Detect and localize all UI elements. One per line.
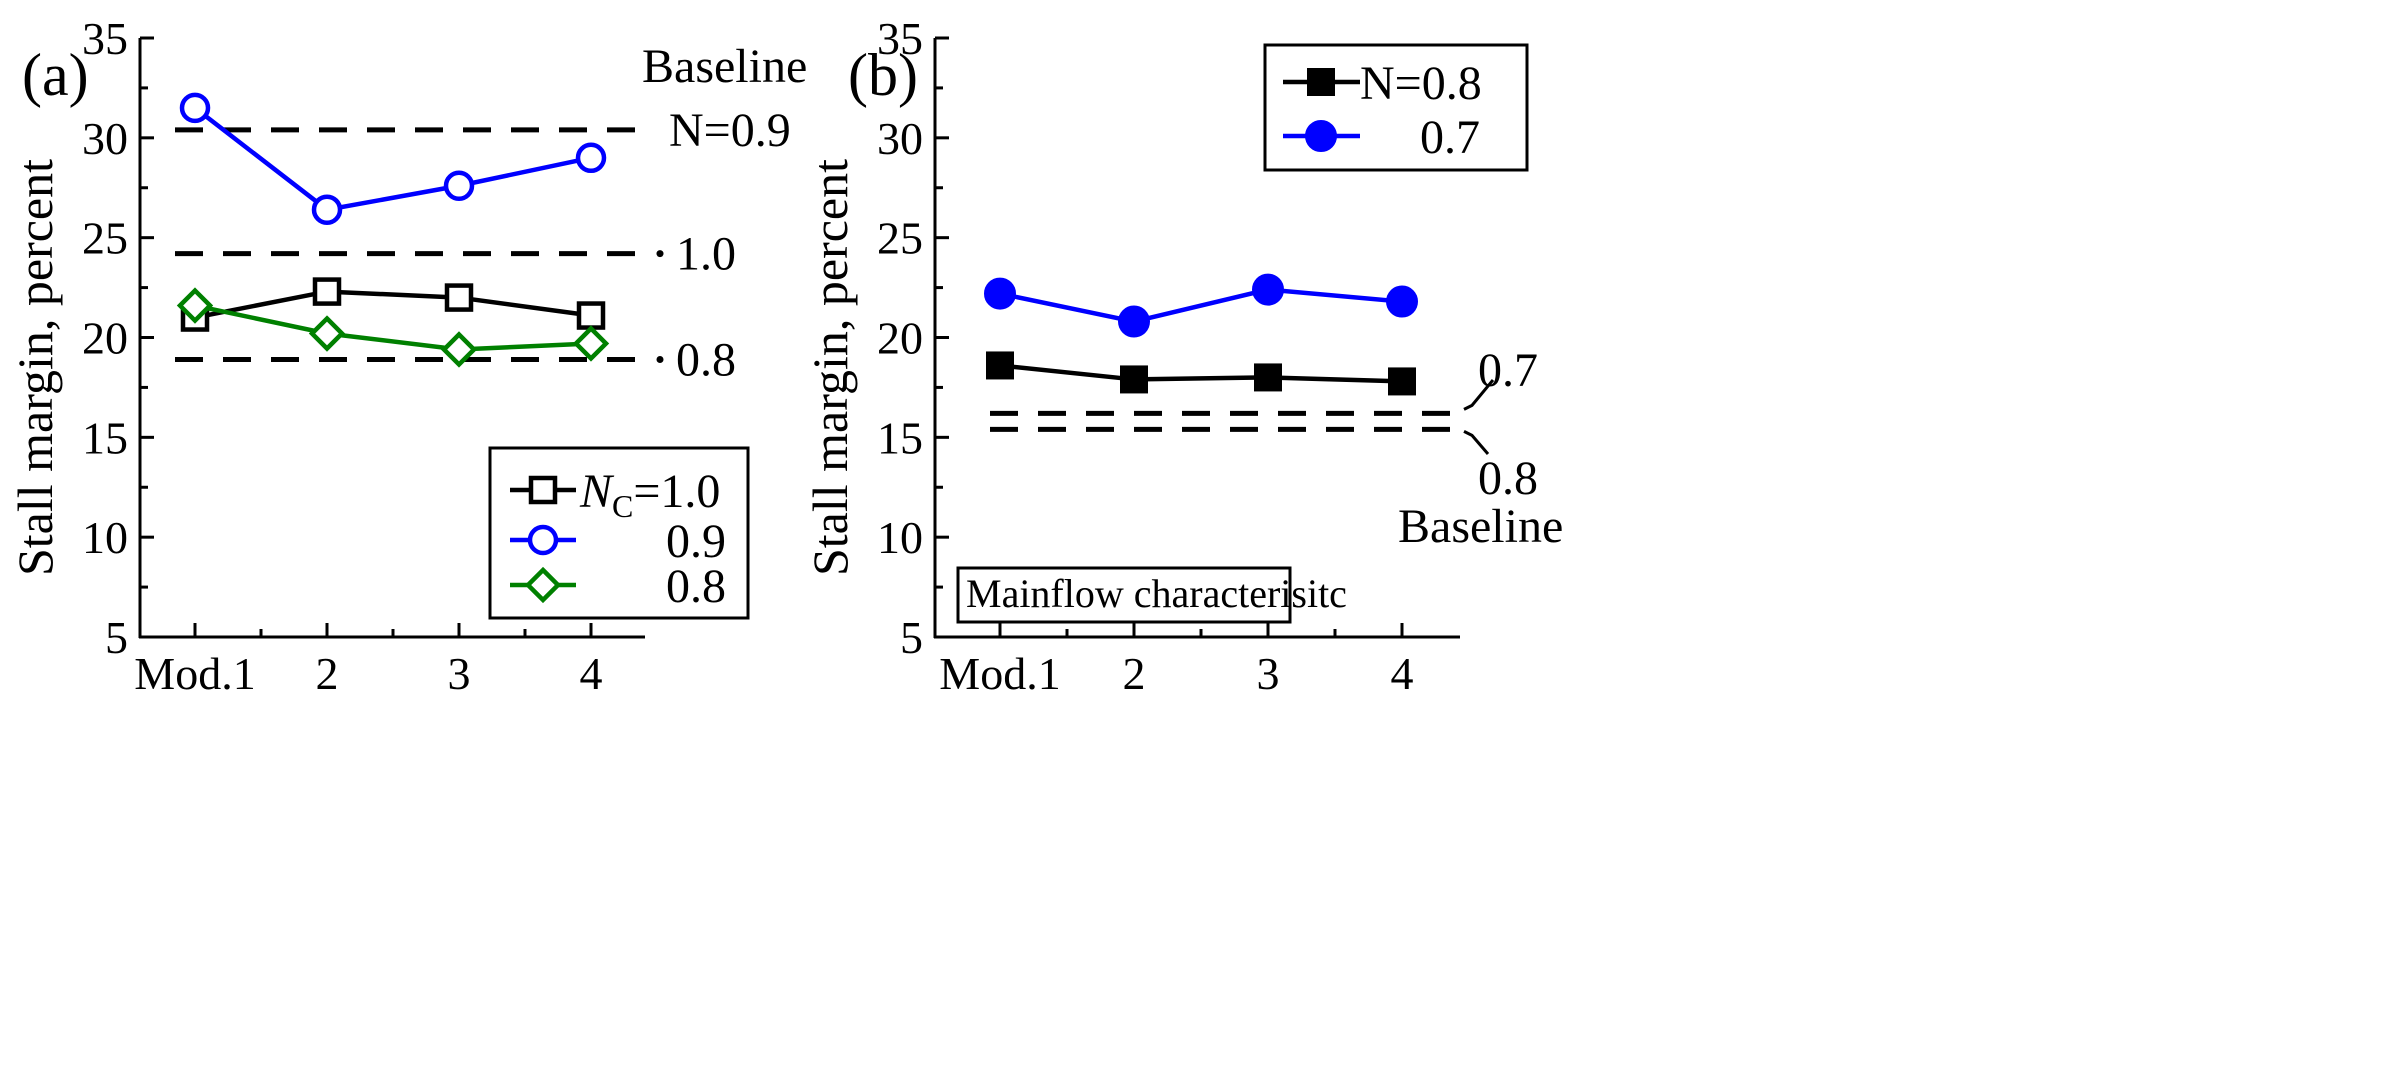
legend-marker xyxy=(524,566,562,604)
y-tick-label: 30 xyxy=(82,113,128,164)
data-point xyxy=(984,277,1016,310)
legend-label: 0.7 xyxy=(1420,111,1480,164)
legend-label: 0.8 xyxy=(666,560,726,613)
data-point xyxy=(576,301,606,330)
panel-label: (b) xyxy=(848,42,918,108)
chart-panel-b: 5 10 15 20 25 30 35 Mod.1 2 3 4 Stall margin, perce… xyxy=(802,13,1563,699)
data-point xyxy=(179,92,211,124)
data-point xyxy=(311,194,343,225)
x-tick-label: Mod.1 xyxy=(134,648,255,699)
data-point xyxy=(176,287,214,324)
data-point xyxy=(1386,285,1418,318)
annotation-text: Mainflow characterisitc xyxy=(966,571,1347,616)
y-tick-label: 5 xyxy=(900,612,923,663)
baseline-dot xyxy=(656,250,664,258)
series-line xyxy=(194,303,592,352)
series-line xyxy=(193,106,592,213)
data-point xyxy=(575,142,607,174)
baseline-label: 0.8 xyxy=(676,333,736,386)
data-point xyxy=(308,315,346,352)
legend-marker xyxy=(527,524,559,556)
data-point xyxy=(1252,273,1284,306)
legend-label: 0.9 xyxy=(666,515,726,568)
legend-value: =1.0 xyxy=(633,465,720,518)
y-tick-label: 20 xyxy=(82,313,128,364)
series-line xyxy=(999,287,1403,324)
y-axis-title: Stall margin, percent xyxy=(802,159,858,576)
y-tick-label: 35 xyxy=(877,13,923,64)
y-tick-label: 10 xyxy=(877,512,923,563)
data-point xyxy=(986,351,1014,380)
x-tick-label: 3 xyxy=(448,648,471,699)
data-point xyxy=(440,331,478,368)
x-tick-label: 4 xyxy=(580,648,603,699)
y-axis-title: Stall margin, percent xyxy=(7,159,63,576)
series-line xyxy=(194,289,592,320)
baseline-label: 0.7 xyxy=(1478,344,1538,397)
data-point xyxy=(1120,365,1148,394)
legend-marker xyxy=(1307,68,1335,96)
legend-symbol: N xyxy=(579,465,615,518)
data-point xyxy=(444,283,474,312)
legend-box xyxy=(1263,43,1529,172)
y-tick-label: 25 xyxy=(877,213,923,264)
baseline-title: Baseline xyxy=(1398,500,1563,553)
legend-subscript: C xyxy=(612,488,633,524)
legend-label: N=0.8 xyxy=(1360,57,1482,110)
leader-line xyxy=(1463,430,1490,455)
x-tick-label: 2 xyxy=(1123,648,1146,699)
x-tick-label: 4 xyxy=(1391,648,1414,699)
y-tick-label: 35 xyxy=(82,13,128,64)
y-tick-label: 10 xyxy=(82,512,128,563)
data-point xyxy=(443,170,475,202)
baseline-dot xyxy=(656,355,664,363)
data-point xyxy=(572,325,610,362)
legend-marker xyxy=(528,475,558,505)
data-point xyxy=(1254,363,1282,392)
y-tick-label: 5 xyxy=(105,612,128,663)
x-tick-label: 2 xyxy=(316,648,339,699)
chart-panel-a: 5 10 15 20 25 30 35 Mod.1 2 3 4 Stall margin, perce… xyxy=(7,13,807,699)
data-point xyxy=(312,277,342,306)
legend-label: NC=1.0 xyxy=(579,465,720,524)
y-tick-label: 15 xyxy=(877,412,923,463)
y-tick-label: 15 xyxy=(82,412,128,463)
legend: N=0.80.7 xyxy=(1263,43,1529,172)
y-tick-label: 20 xyxy=(877,313,923,364)
data-point xyxy=(1118,305,1150,338)
x-tick-label: 3 xyxy=(1257,648,1280,699)
baseline-label: 1.0 xyxy=(676,228,736,281)
x-tick-label: Mod.1 xyxy=(939,648,1060,699)
baseline-label: N=0.9 xyxy=(669,104,791,157)
baseline-title: Baseline xyxy=(642,40,807,93)
data-point xyxy=(1388,367,1416,396)
series-line xyxy=(999,363,1403,384)
y-tick-label: 30 xyxy=(877,113,923,164)
panel-label: (a) xyxy=(22,42,89,108)
leader-line xyxy=(1463,379,1495,411)
legend-marker xyxy=(1305,120,1337,152)
legend: NC=1.00.90.8 xyxy=(488,446,750,620)
annotation-box xyxy=(956,566,1292,624)
y-tick-label: 25 xyxy=(82,213,128,264)
baseline-label: 0.8 xyxy=(1478,452,1538,505)
